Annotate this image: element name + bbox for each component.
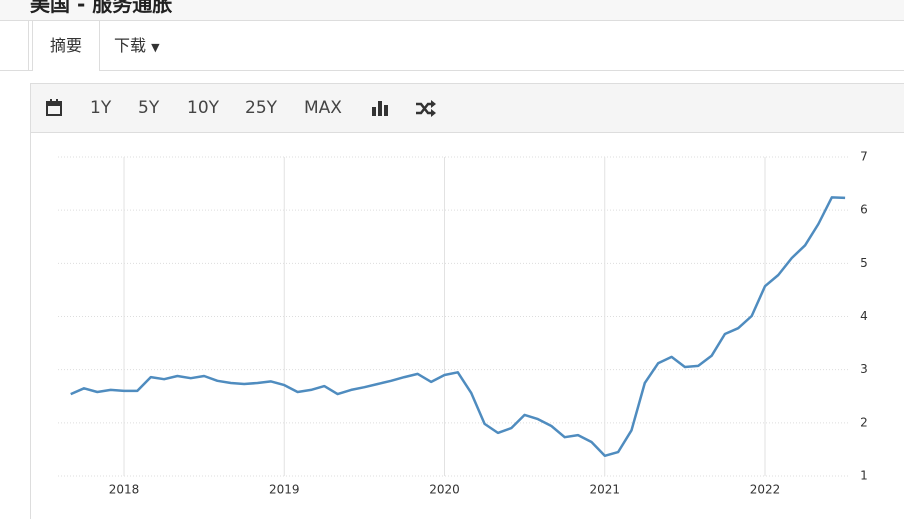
page-title: 美国 - 服务通胀 <box>30 0 173 16</box>
shuffle-icon[interactable] <box>415 99 437 119</box>
x-tick-label: 2021 <box>589 483 620 497</box>
chart-panel <box>30 132 904 519</box>
y-tick-label: 7 <box>860 150 868 164</box>
x-tick-label: 2022 <box>750 483 781 497</box>
y-tick-label: 4 <box>860 309 868 323</box>
calendar-icon[interactable] <box>45 98 65 118</box>
y-tick-label: 1 <box>860 469 868 483</box>
range-button[interactable]: MAX <box>304 98 342 118</box>
x-tick-label: 2019 <box>269 483 300 497</box>
tabs: 摘要 下载 ▼ <box>0 21 904 71</box>
x-tick-label: 2020 <box>429 483 460 497</box>
tab[interactable]: 摘要 <box>32 21 100 71</box>
bar-icon[interactable] <box>371 99 391 119</box>
caret: ▼ <box>151 41 160 54</box>
y-tick-label: 6 <box>860 203 868 217</box>
y-tick-label: 2 <box>860 415 868 429</box>
range-button[interactable]: 10Y <box>187 98 220 118</box>
tab[interactable]: 下载 ▼ <box>114 21 160 70</box>
range-button[interactable]: 1Y <box>90 98 112 118</box>
title-bar: 美国 - 服务通胀 <box>0 0 904 21</box>
x-tick-label: 2018 <box>109 483 140 497</box>
range-button[interactable]: 25Y <box>245 98 278 118</box>
tab-label: 下载 <box>114 36 147 55</box>
y-tick-label: 5 <box>860 256 868 270</box>
data-line <box>70 196 846 458</box>
toolbar: 1Y 5Y 10Y 25Y MAX <box>30 83 904 133</box>
range-button[interactable]: 5Y <box>138 98 160 118</box>
y-tick-label: 3 <box>860 362 868 376</box>
